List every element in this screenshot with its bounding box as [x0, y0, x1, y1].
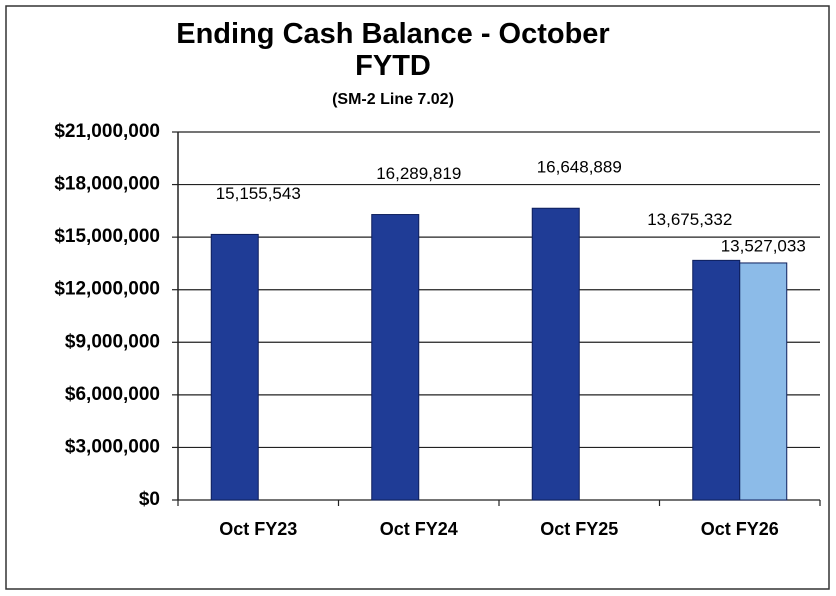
bar: [531, 207, 580, 501]
y-tick-label: $0: [139, 489, 160, 510]
chart-subtitle: (SM-2 Line 7.02): [332, 91, 454, 108]
y-tick-label: $18,000,000: [54, 174, 160, 195]
x-tick-label: Oct FY24: [380, 519, 458, 539]
x-tick-label: Oct FY25: [540, 519, 618, 539]
y-tick-label: $6,000,000: [65, 384, 160, 405]
value-label: 16,289,819: [376, 164, 461, 183]
y-tick-label: $21,000,000: [54, 121, 160, 142]
y-tick-label: $12,000,000: [54, 279, 160, 300]
chart-title: Ending Cash Balance - October FYTD: [176, 18, 610, 82]
bar: [210, 233, 259, 501]
x-tick-label: Oct FY23: [219, 519, 297, 539]
bar: [739, 262, 788, 501]
y-tick-label: $3,000,000: [65, 436, 160, 457]
value-label: 15,155,543: [216, 184, 301, 203]
y-tick-label: $15,000,000: [54, 226, 160, 247]
value-label: 16,648,889: [537, 158, 622, 177]
bar: [371, 214, 420, 501]
value-label: 13,675,332: [647, 210, 732, 229]
value-label: 13,527,033: [721, 236, 806, 255]
x-tick-label: Oct FY26: [701, 519, 779, 539]
y-tick-label: $9,000,000: [65, 331, 160, 352]
frame: [5, 5, 830, 590]
bar: [692, 259, 741, 501]
